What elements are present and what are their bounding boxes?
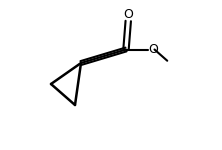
Text: O: O <box>123 8 133 21</box>
Text: O: O <box>148 43 158 56</box>
